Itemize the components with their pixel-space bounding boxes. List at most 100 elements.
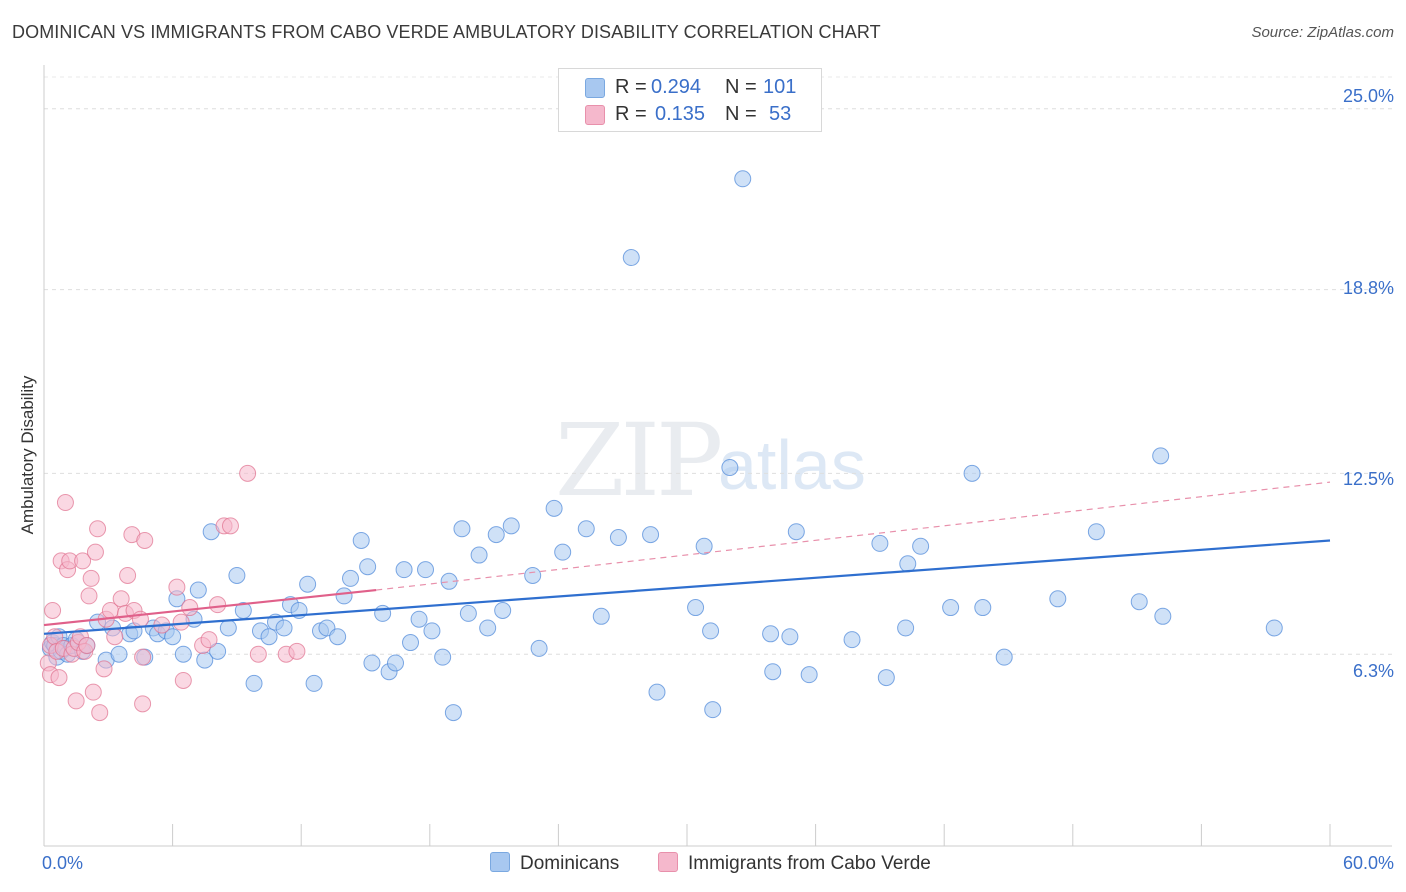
cabo-verde-point <box>74 552 92 570</box>
dominican-point <box>219 619 237 637</box>
cabo-verde-point <box>119 566 137 584</box>
dominican-point <box>341 569 359 587</box>
dominican-point <box>695 537 713 555</box>
legend-r-value: 0.294 <box>651 76 702 98</box>
dominican-point <box>1130 593 1148 611</box>
cabo-verde-point <box>209 596 227 614</box>
dominican-point <box>305 674 323 692</box>
cabo-verde-point <box>56 494 74 512</box>
cabo-verde-point <box>174 671 192 689</box>
dominican-point <box>1049 590 1067 608</box>
cabo-verde-point <box>84 683 102 701</box>
dominican-point <box>995 648 1013 666</box>
y-tick-label-18-8: 18.8% <box>1342 278 1394 298</box>
cabo-verde-point <box>67 692 85 710</box>
dominican-point <box>871 534 889 552</box>
dominican-point <box>704 701 722 719</box>
dominican-point <box>410 610 428 628</box>
cabo-verde-point <box>221 517 239 535</box>
cabo-verde-point <box>239 464 257 482</box>
dominican-point <box>530 639 548 657</box>
legend-n-label: N = <box>725 76 757 98</box>
dominican-point <box>609 529 627 547</box>
dominican-point <box>899 555 917 573</box>
dominican-point <box>648 683 666 701</box>
dominican-point <box>470 546 488 564</box>
dominican-point <box>1265 619 1283 637</box>
legend-n-label: N = <box>725 103 757 125</box>
dominican-point <box>545 499 563 517</box>
watermark-atlas: atlas <box>718 426 866 504</box>
legend-r-label: R = <box>615 103 647 125</box>
x-tick-label-max: 60.0% <box>1342 853 1394 873</box>
bottom-legend-label: Dominicans <box>520 853 620 874</box>
cabo-verde-point <box>136 531 154 549</box>
dominican-point <box>423 622 441 640</box>
dominican-point <box>359 558 377 576</box>
dominican-point <box>642 526 660 544</box>
dominican-point <box>164 628 182 646</box>
dominican-point <box>702 622 720 640</box>
dominican-point <box>335 587 353 605</box>
dominican-point <box>721 459 739 477</box>
bottom-legend-swatch-blue <box>490 852 510 872</box>
dominican-point <box>209 642 227 660</box>
dominican-point <box>299 575 317 593</box>
cabo-verde-point <box>80 587 98 605</box>
cabo-verde-point <box>172 613 190 631</box>
dominican-point <box>734 170 752 188</box>
correlation-legend: R = 0.294 N = 101 R = 0.135 N = 53 <box>558 68 822 132</box>
bottom-legend-swatch-pink <box>658 852 678 872</box>
dominican-point <box>764 663 782 681</box>
bottom-legend-dominicans: Dominicans <box>490 852 619 875</box>
dominican-point <box>402 634 420 652</box>
dominican-point <box>762 625 780 643</box>
dominican-point <box>275 619 293 637</box>
cabo-verde-point <box>288 642 306 660</box>
dominican-point <box>110 645 128 663</box>
x-tick-label-min: 0.0% <box>42 853 84 873</box>
y-tick-label-6-3: 6.3% <box>1352 661 1394 681</box>
cabo-verde-point <box>50 669 68 687</box>
cabo-verde-point <box>44 601 62 619</box>
bottom-legend-cabo-verde: Immigrants from Cabo Verde <box>658 852 931 875</box>
legend-swatch-pink <box>585 105 605 125</box>
cabo-verde-point <box>200 631 218 649</box>
dominican-point <box>1152 447 1170 465</box>
dominican-point <box>502 517 520 535</box>
y-tick-label-12-5: 12.5% <box>1342 469 1394 489</box>
dominican-point <box>459 604 477 622</box>
dominican-point <box>329 628 347 646</box>
dominican-point <box>622 249 640 267</box>
dominican-point <box>444 704 462 722</box>
dominican-point <box>434 648 452 666</box>
dominican-point <box>800 666 818 684</box>
cabo-verde-point <box>112 590 130 608</box>
dominican-point <box>453 520 471 538</box>
dominican-point <box>897 619 915 637</box>
dominican-point <box>189 581 207 599</box>
dominican-point <box>687 599 705 617</box>
cabo-verde-point <box>106 628 124 646</box>
bottom-legend-label: Immigrants from Cabo Verde <box>688 853 931 874</box>
cabo-verde-point <box>181 599 199 617</box>
dominican-point <box>1154 607 1172 625</box>
dominican-point <box>245 674 263 692</box>
dominican-point <box>912 537 930 555</box>
dominican-point <box>228 566 246 584</box>
dominican-point <box>174 645 192 663</box>
cabo-verde-trend-line <box>43 588 377 627</box>
dominican-point <box>417 561 435 579</box>
dominican-point <box>592 607 610 625</box>
dominican-trend-line <box>43 539 1331 635</box>
source-credit: Source: ZipAtlas.com <box>1251 24 1394 41</box>
chart-title: DOMINICAN VS IMMIGRANTS FROM CABO VERDE … <box>12 22 881 42</box>
dominican-point <box>963 464 981 482</box>
cabo-verde-point <box>134 695 152 713</box>
cabo-verde-point <box>91 704 109 722</box>
cabo-verde-point <box>78 636 96 654</box>
cabo-verde-point <box>89 520 107 538</box>
cabo-verde-point <box>134 648 152 666</box>
dominican-point <box>363 654 381 672</box>
y-axis-label: Ambulatory Disability <box>18 375 37 535</box>
